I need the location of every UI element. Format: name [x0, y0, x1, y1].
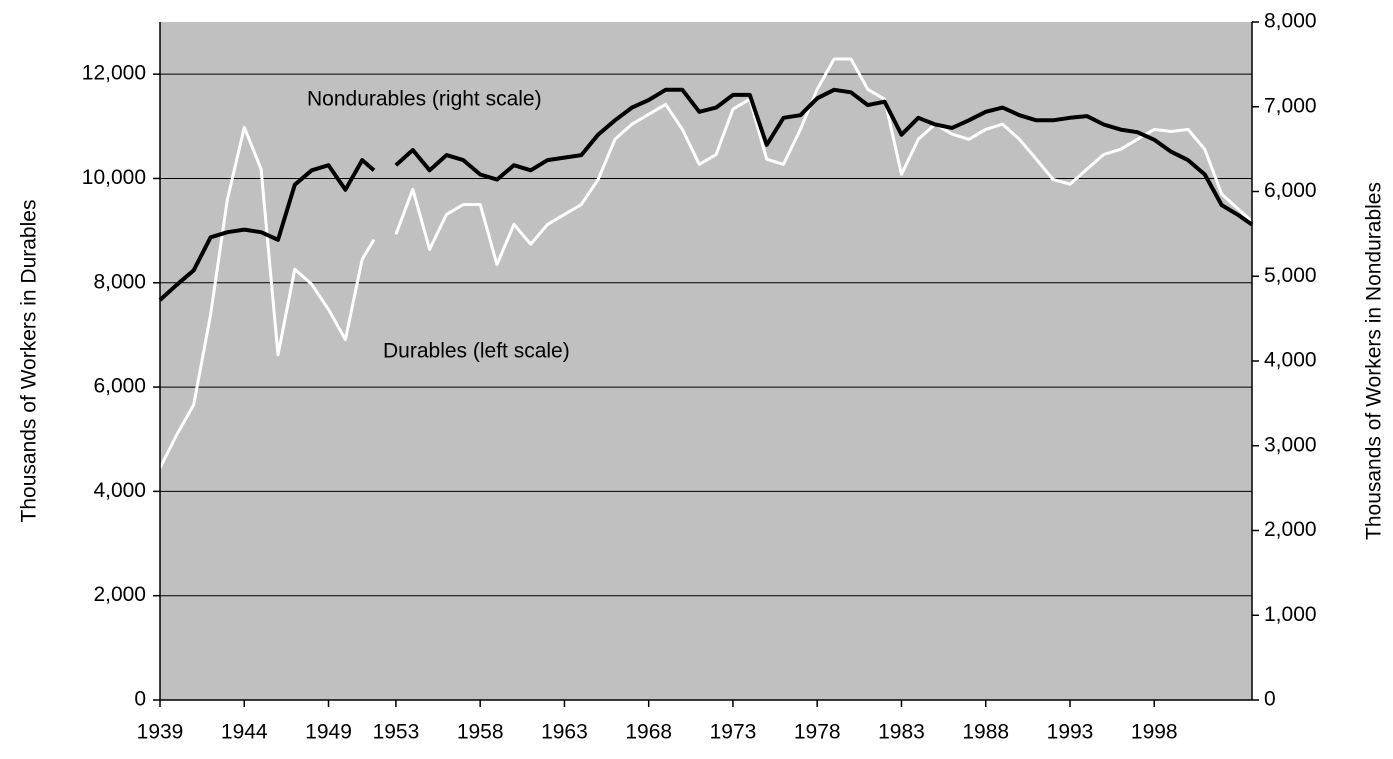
annotation: Nondurables (right scale): [307, 88, 542, 111]
x-tick-label: 1958: [457, 721, 504, 744]
y2-tick-label: 5,000: [1264, 264, 1317, 287]
y2-tick-label: 4,000: [1264, 349, 1317, 372]
y-tick-label: 0: [134, 688, 146, 711]
y-tick-label: 12,000: [82, 62, 146, 85]
y2-tick-label: 7,000: [1264, 94, 1317, 117]
x-tick-label: 1968: [625, 721, 672, 744]
x-tick-label: 1939: [137, 721, 184, 744]
y-tick-label: 4,000: [93, 479, 146, 502]
y-tick-label: 10,000: [82, 166, 146, 189]
y2-tick-label: 0: [1264, 688, 1276, 711]
y2-tick-label: 2,000: [1264, 518, 1317, 541]
y2-tick-label: 8,000: [1264, 10, 1317, 33]
x-tick-label: 1973: [710, 721, 757, 744]
y2-axis-label: Thousands of Workers in Nondurables: [1363, 182, 1386, 540]
data-line: [158, 57, 1253, 469]
x-tick-label: 1944: [221, 721, 268, 744]
x-tick-label: 1949: [305, 721, 352, 744]
y2-tick-label: 6,000: [1264, 179, 1317, 202]
x-tick-label: 1988: [962, 721, 1009, 744]
x-tick-label: 1953: [373, 721, 420, 744]
x-tick-label: 1993: [1047, 721, 1094, 744]
y-axis-label: Thousands of Workers in Durables: [18, 200, 41, 523]
y-tick-label: 2,000: [93, 583, 146, 606]
y2-tick-label: 3,000: [1264, 433, 1317, 456]
y-tick-label: 8,000: [93, 270, 146, 293]
y-tick-label: 6,000: [93, 375, 146, 398]
annotation: Durables (left scale): [383, 340, 570, 363]
x-tick-label: 1998: [1131, 721, 1178, 744]
x-tick-label: 1978: [794, 721, 841, 744]
plot-area: [160, 22, 1252, 700]
x-tick-label: 1963: [541, 721, 588, 744]
data-line: [158, 87, 1254, 302]
x-tick-label: 1983: [878, 721, 925, 744]
y2-tick-label: 1,000: [1264, 603, 1317, 626]
